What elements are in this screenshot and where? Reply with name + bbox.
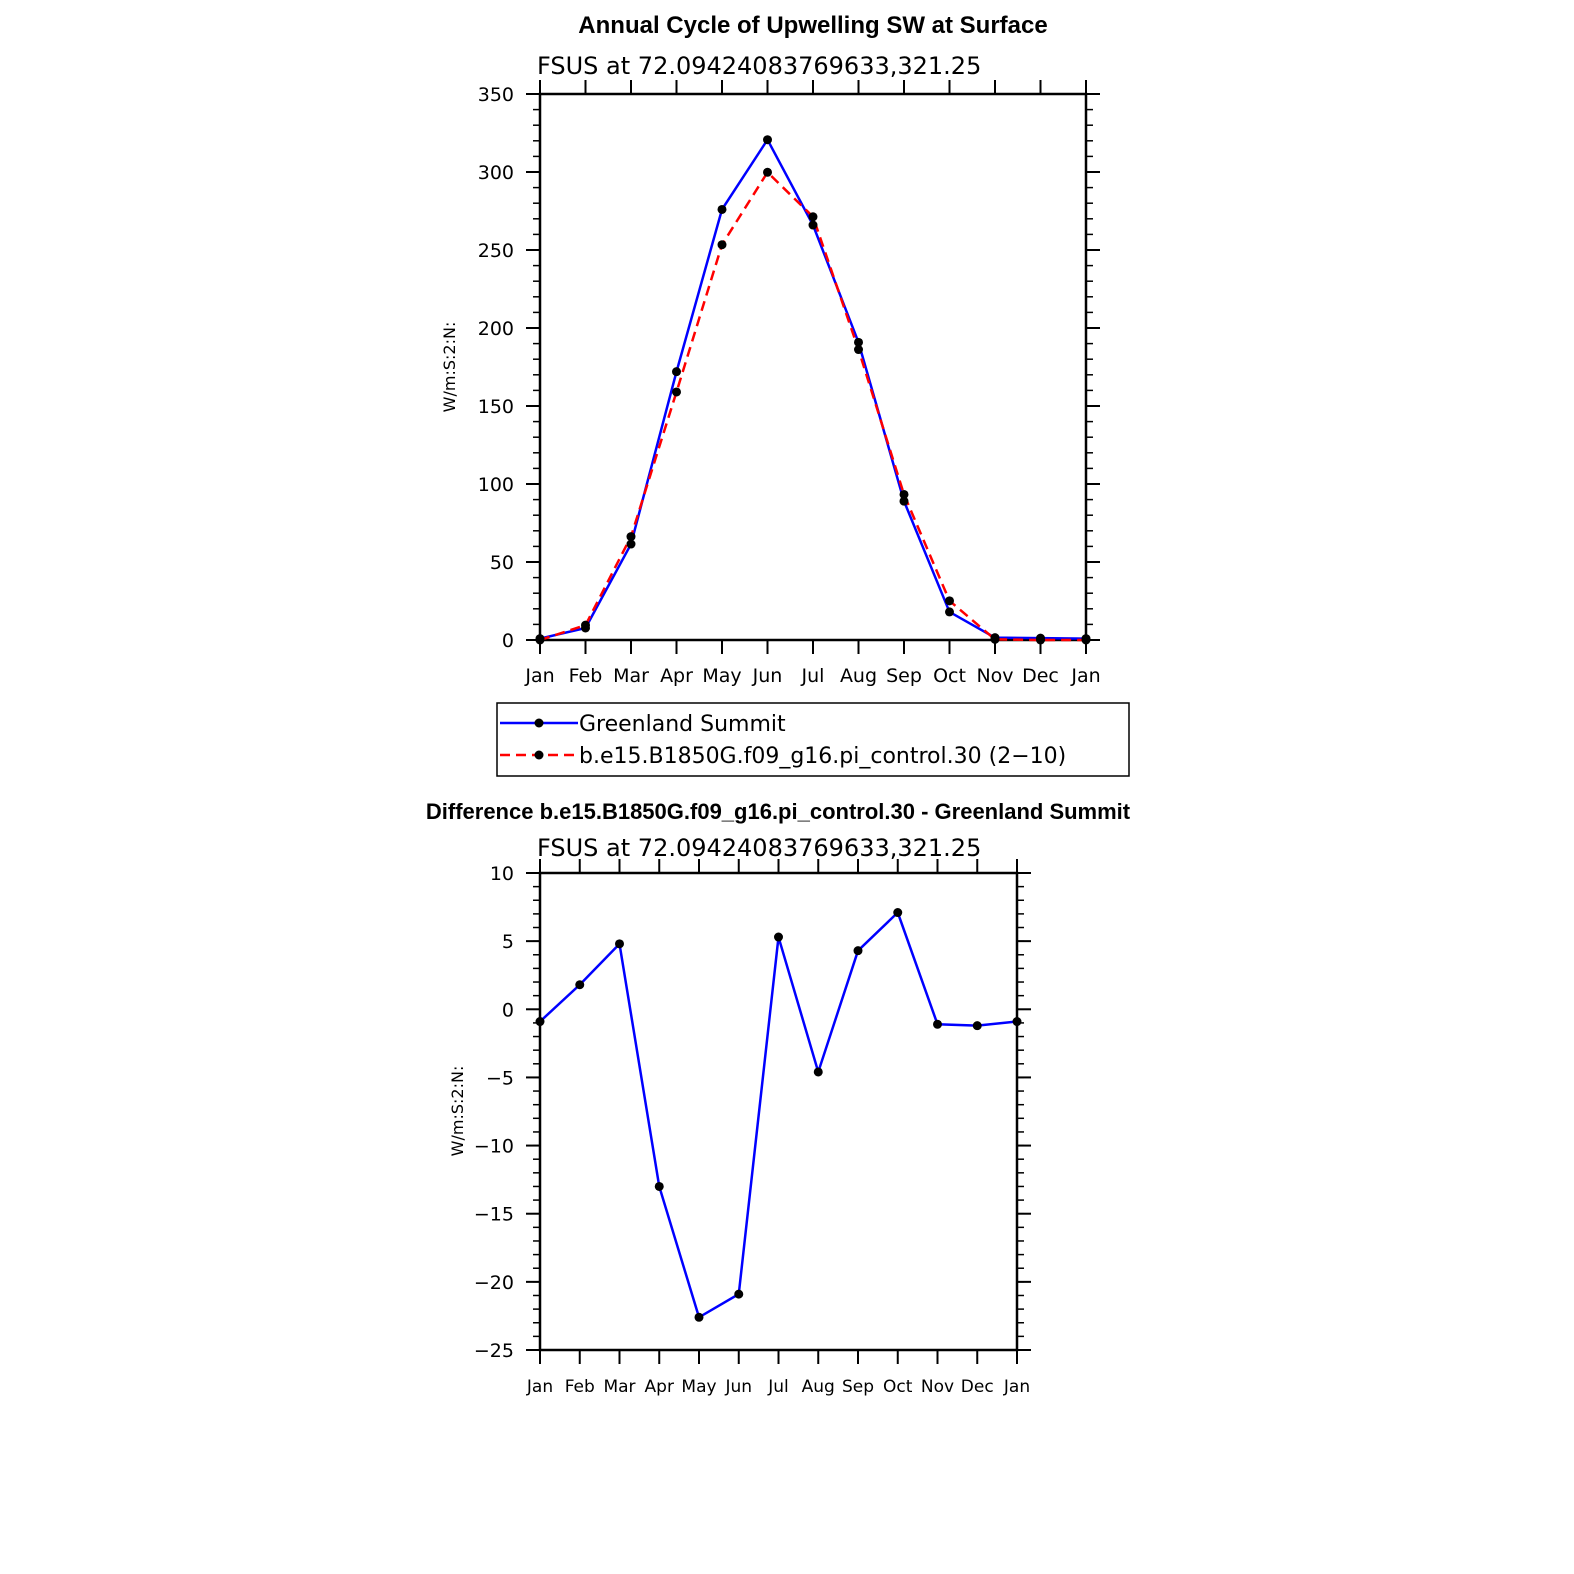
data-point-0 bbox=[672, 367, 681, 377]
x-tick-label: Dec bbox=[961, 1377, 994, 1397]
x-tick-label: May bbox=[702, 665, 741, 687]
data-point-0 bbox=[694, 1312, 704, 1322]
x-tick-label: Nov bbox=[976, 665, 1013, 687]
data-point-0 bbox=[893, 908, 903, 918]
chart1-title: Annual Cycle of Upwelling SW at Surface bbox=[578, 12, 1047, 39]
y-tick-label: 150 bbox=[478, 396, 514, 418]
y-tick-label: −25 bbox=[474, 1340, 514, 1362]
data-point-1 bbox=[672, 387, 681, 397]
data-point-0 bbox=[626, 539, 636, 549]
series-line-0 bbox=[539, 910, 1018, 1320]
x-tick-label: Jan bbox=[1003, 1377, 1030, 1397]
legend-box bbox=[496, 702, 1130, 777]
x-tick-label: Oct bbox=[933, 665, 966, 687]
data-point-0 bbox=[575, 980, 585, 990]
y-tick-label: −20 bbox=[474, 1272, 514, 1294]
y-tick-label: 50 bbox=[490, 552, 514, 574]
data-point-0 bbox=[717, 204, 727, 214]
y-tick-label: −5 bbox=[486, 1067, 514, 1089]
chart1-subtitle: FSUS at 72.09424083769633,321.25 bbox=[537, 52, 981, 80]
data-point-1 bbox=[581, 620, 590, 630]
data-point-0 bbox=[808, 220, 818, 230]
data-point-0 bbox=[1012, 1017, 1022, 1027]
data-point-1 bbox=[945, 596, 954, 606]
x-tick-label: Jun bbox=[724, 1377, 752, 1397]
data-point-0 bbox=[853, 946, 863, 956]
y-tick-label: −10 bbox=[474, 1136, 514, 1158]
y-tick-label: 300 bbox=[478, 162, 514, 184]
x-tick-label: Nov bbox=[921, 1377, 954, 1397]
data-point-1 bbox=[717, 240, 727, 250]
x-tick-label: Mar bbox=[603, 1377, 635, 1397]
data-point-1 bbox=[899, 489, 909, 499]
x-tick-label: Dec bbox=[1022, 665, 1059, 687]
x-tick-label: Apr bbox=[645, 1377, 674, 1397]
x-tick-label: May bbox=[681, 1377, 716, 1397]
chart2-title: Difference b.e15.B1850G.f09_g16.pi_contr… bbox=[426, 799, 1131, 824]
x-tick-label: Aug bbox=[802, 1377, 835, 1397]
x-tick-label: Jul bbox=[801, 665, 825, 687]
data-point-1 bbox=[854, 345, 863, 355]
data-point-0 bbox=[933, 1019, 942, 1029]
legend-label-greenland: Greenland Summit bbox=[579, 712, 786, 737]
legend: Greenland Summit b.e15.B1850G.f09_g16.pi… bbox=[496, 702, 1130, 777]
x-tick-label: Jun bbox=[752, 665, 783, 687]
y-tick-label: 250 bbox=[478, 240, 514, 262]
data-point-0 bbox=[774, 932, 783, 942]
data-point-1 bbox=[990, 634, 1000, 644]
y-tick-label: 5 bbox=[502, 931, 514, 953]
x-tick-label: Oct bbox=[883, 1377, 913, 1397]
x-tick-label: Jul bbox=[767, 1377, 789, 1397]
data-point-0 bbox=[535, 1017, 545, 1027]
data-point-1 bbox=[763, 167, 772, 177]
data-point-0 bbox=[654, 1181, 664, 1191]
data-point-0 bbox=[854, 337, 863, 347]
series-line-1 bbox=[539, 170, 1086, 642]
y-tick-label: −15 bbox=[474, 1204, 514, 1226]
data-point-0 bbox=[899, 496, 909, 506]
legend-marker-model bbox=[534, 750, 544, 760]
chart2-subtitle: FSUS at 72.09424083769633,321.25 bbox=[537, 834, 981, 862]
data-point-0 bbox=[763, 135, 772, 145]
data-point-1 bbox=[1036, 635, 1045, 645]
y-tick-label: 0 bbox=[502, 630, 514, 652]
x-tick-label: Jan bbox=[526, 1377, 553, 1397]
data-point-0 bbox=[615, 939, 624, 949]
legend-label-model: b.e15.B1850G.f09_g16.pi_control.30 (2−10… bbox=[579, 744, 1066, 769]
data-point-0 bbox=[945, 607, 954, 617]
x-tick-label: Jan bbox=[524, 665, 554, 687]
x-tick-label: Jan bbox=[1070, 665, 1100, 687]
x-tick-label: Feb bbox=[569, 665, 603, 687]
chart1-ylabel: W/m:S:2:N: bbox=[440, 322, 459, 413]
x-tick-label: Sep bbox=[842, 1377, 874, 1397]
y-tick-label: 350 bbox=[478, 84, 514, 106]
data-point-0 bbox=[813, 1067, 823, 1077]
plot-frame bbox=[538, 92, 1088, 642]
data-point-1 bbox=[626, 532, 636, 542]
data-point-0 bbox=[734, 1289, 744, 1299]
x-tick-label: Feb bbox=[565, 1377, 595, 1397]
data-point-1 bbox=[1081, 635, 1091, 645]
data-point-1 bbox=[808, 212, 818, 222]
legend-marker-greenland bbox=[534, 718, 544, 728]
x-tick-label: Apr bbox=[660, 665, 693, 687]
x-tick-label: Sep bbox=[886, 665, 922, 687]
y-tick-label: 0 bbox=[502, 999, 514, 1021]
x-tick-label: Mar bbox=[613, 665, 649, 687]
chart1-plot: 0 50 100 150 200 250 300 350 Jan Feb Mar Apr May Jun J… bbox=[478, 80, 1101, 687]
data-point-1 bbox=[535, 635, 545, 645]
chart2-ylabel: W/m:S:2:N: bbox=[448, 1066, 467, 1157]
y-tick-label: 100 bbox=[478, 474, 514, 496]
plot-frame bbox=[538, 871, 1019, 1352]
y-tick-label: 200 bbox=[478, 318, 514, 340]
y-tick-label: 10 bbox=[490, 863, 514, 885]
x-tick-label: Aug bbox=[840, 665, 877, 687]
chart2-plot: −25 −20 −15 −10 −5 0 5 10 Jan Feb Mar Apr May Jun Jul A… bbox=[474, 859, 1031, 1397]
data-point-0 bbox=[972, 1021, 982, 1031]
